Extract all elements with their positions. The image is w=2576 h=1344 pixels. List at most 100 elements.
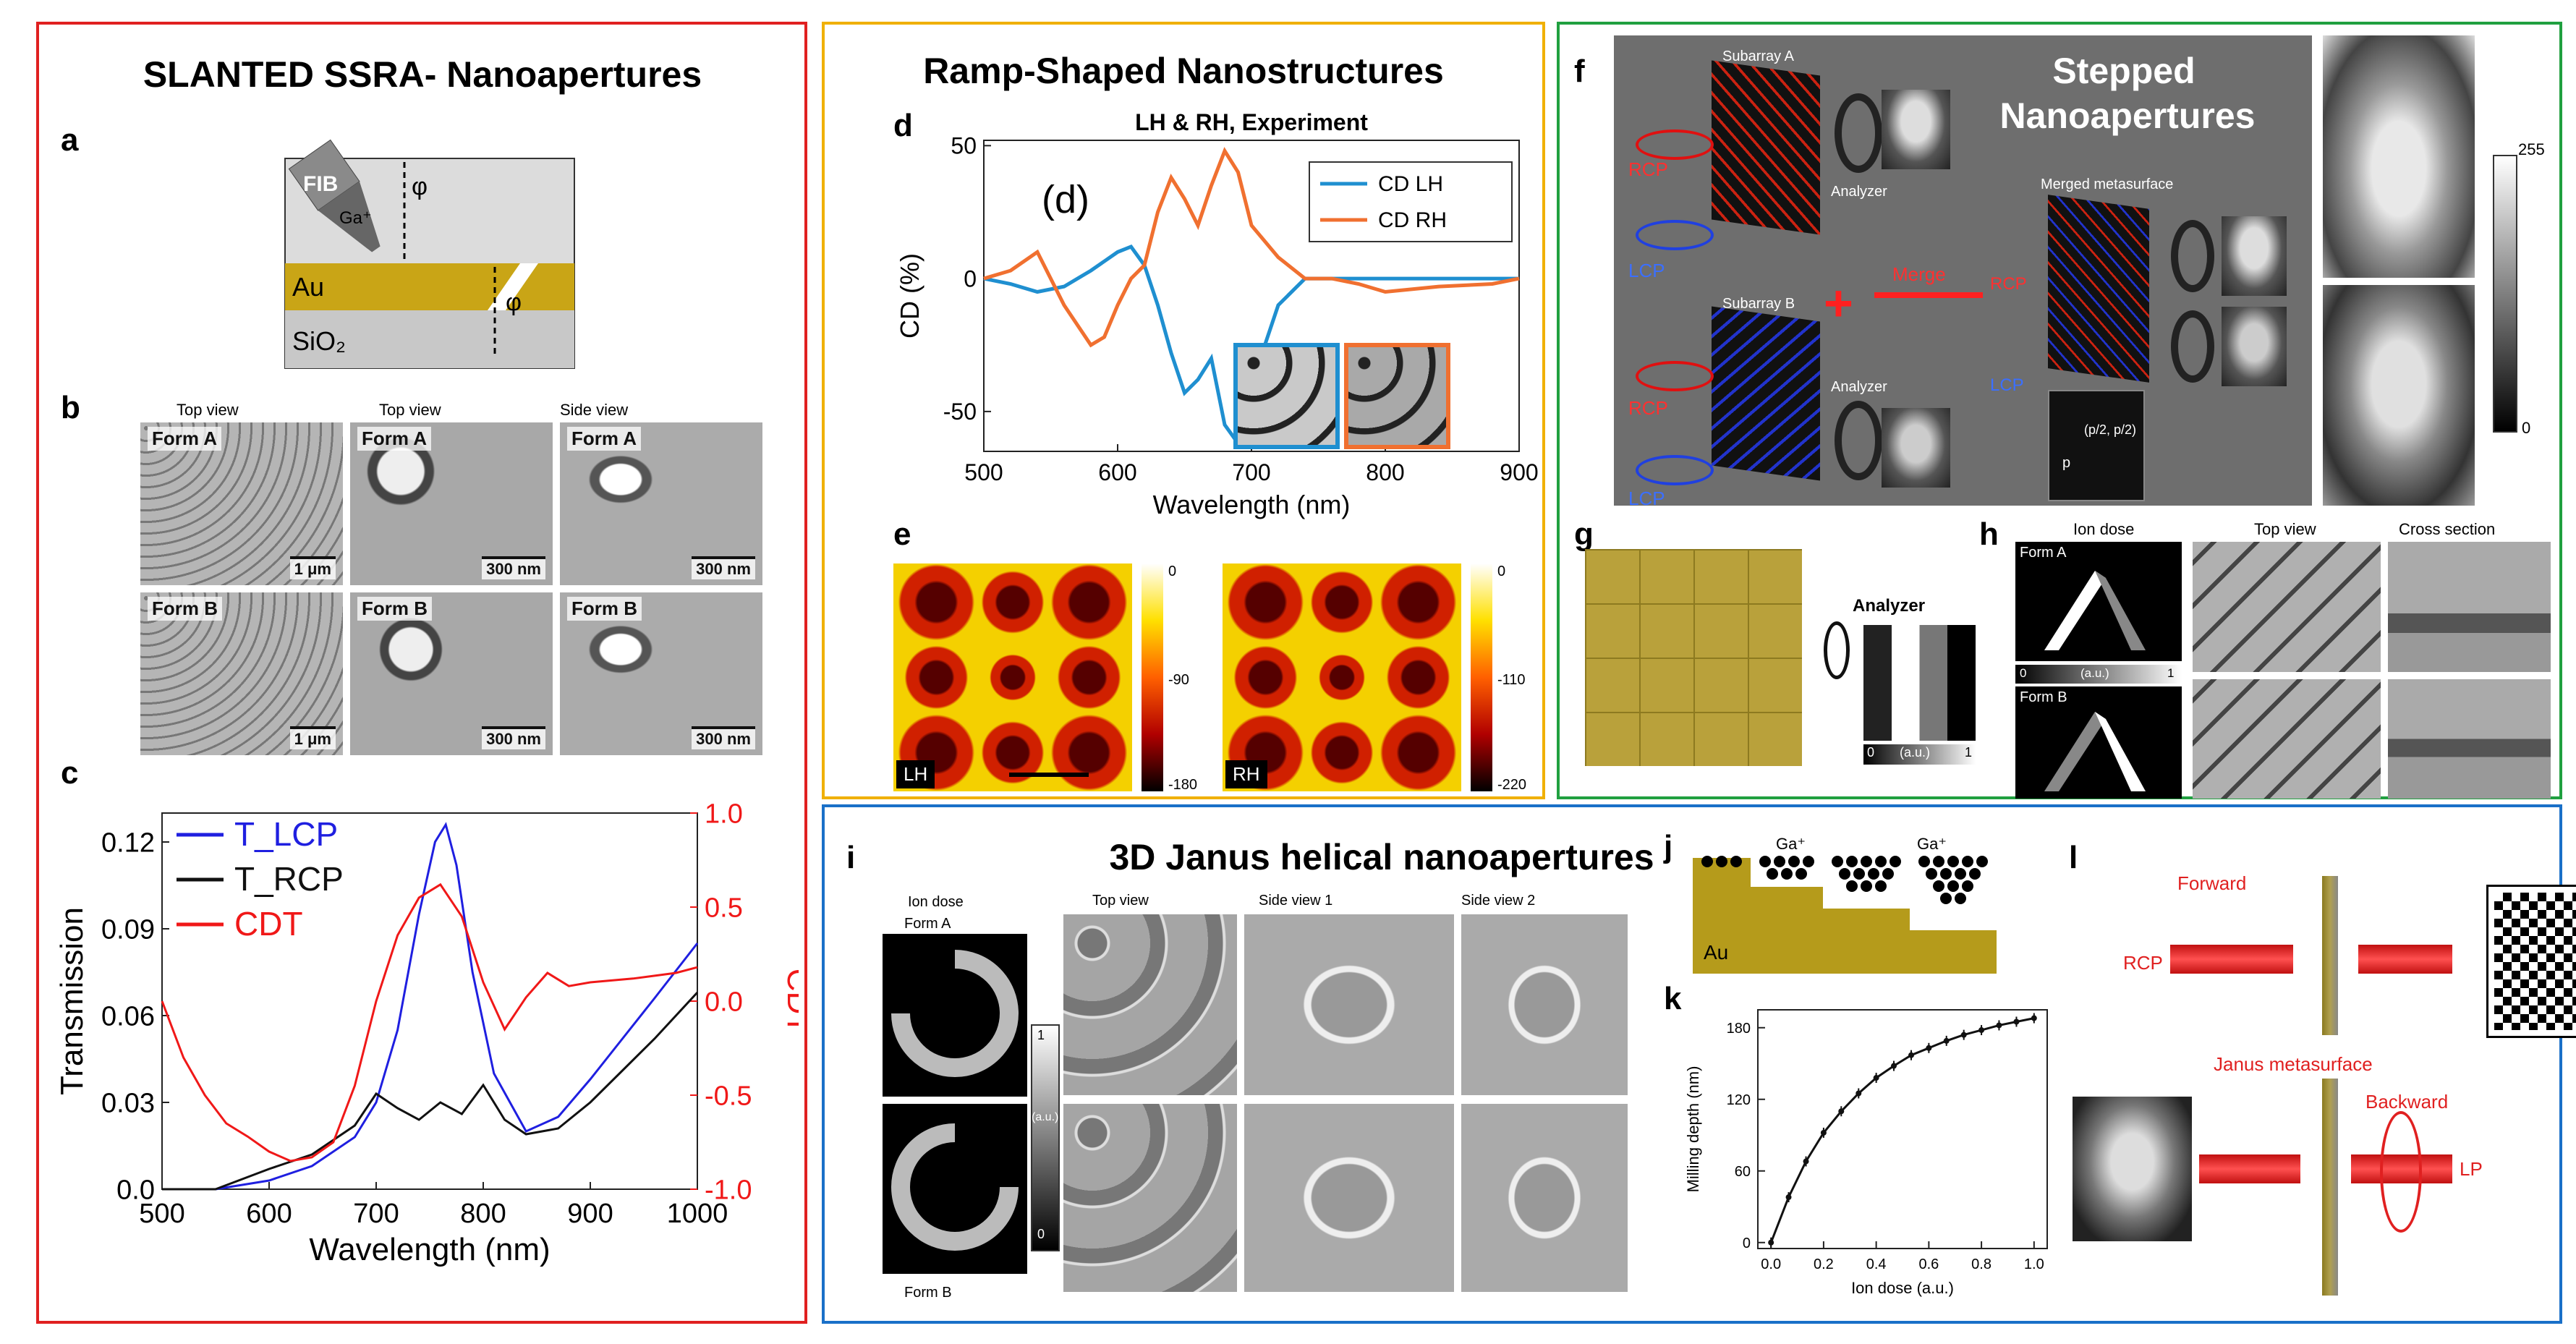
- h-dose-b: Form B: [2015, 686, 2182, 799]
- y2-tick-label: -1.0: [705, 1175, 752, 1205]
- fib-text: FIB: [303, 172, 338, 196]
- subarray-b: [1712, 306, 1820, 481]
- g-analyzer: [1824, 621, 1850, 679]
- i-side1-b: [1244, 1104, 1454, 1292]
- h-top-a: [2193, 542, 2381, 672]
- series-line-cd-rh: [983, 147, 1520, 348]
- portrait-einstein-large: [2323, 35, 2475, 278]
- legend-cd-lh: CD LH: [1378, 172, 1443, 196]
- label-f: f: [1574, 54, 1585, 89]
- y-tick-label: 120: [1727, 1092, 1751, 1108]
- series-line-data: [1769, 1017, 2035, 1243]
- legend-t-lcp: T_LCP: [234, 815, 338, 853]
- sem-tile-a-1: Form A 1 μm: [140, 422, 343, 585]
- sem-tile-b-2: Form B 300 nm: [350, 592, 553, 755]
- x-tick-label: 800: [1366, 459, 1404, 485]
- map-rh-tag: RH: [1225, 760, 1267, 788]
- sem-header-3: Side view: [560, 401, 629, 419]
- x-tick-label: 500: [139, 1199, 184, 1229]
- sem-tile-a-2: Form A 300 nm: [350, 422, 553, 585]
- analyzer-b: [1835, 401, 1882, 480]
- l-backward-beam-out: [2199, 1154, 2300, 1183]
- y-tick-label: 180: [1727, 1021, 1751, 1037]
- series-line-t-rcp: [162, 991, 699, 1191]
- y2-axis-label: CDT: [781, 969, 799, 1034]
- y2-tick-label: -0.5: [705, 1081, 752, 1111]
- analyzer-a: [1835, 93, 1882, 173]
- inset-label-d: (d): [1042, 178, 1089, 221]
- panel-ramp-shaped: Ramp-Shaped Nanostructures d e 500 600 700…: [822, 22, 1545, 799]
- plot-frame: [1757, 1009, 2048, 1249]
- y-tick-label: 50: [951, 133, 977, 159]
- i-side2-a: [1461, 914, 1628, 1095]
- ga-text: Ga⁺: [339, 208, 372, 228]
- x-tick-label: 1000: [667, 1199, 728, 1229]
- l-forward-beam: [2170, 945, 2293, 974]
- f-schematic: Stepped Nanoapertures Subarray A Subarra…: [1614, 35, 2312, 506]
- label-g: g: [1574, 516, 1594, 552]
- j-au: Au: [1704, 941, 1728, 964]
- i-colorbar: [1031, 1024, 1060, 1251]
- series-line-cdt: [161, 882, 698, 1162]
- chart-c-transmission: 500 600 700 800 900 1000 0.0 0.03 0.06 0.09 0.12 1.…: [54, 799, 799, 1267]
- stepped-title-2: Nanoapertures: [1999, 95, 2256, 136]
- sio2-text: SiO₂: [292, 326, 346, 356]
- x-tick-label: 700: [353, 1199, 399, 1229]
- merged-detail: [2048, 390, 2145, 501]
- panel-title: SLANTED SSRA- Nanoapertures: [143, 54, 702, 95]
- beam-rcp-2: [1636, 361, 1714, 391]
- y-tick-label: 0.09: [101, 914, 155, 945]
- label-a: a: [61, 122, 79, 158]
- x-axis-label: Wavelength (nm): [309, 1232, 550, 1267]
- h-top-b: [2193, 679, 2381, 799]
- label-b: b: [61, 390, 80, 425]
- y-tick-label: 0.0: [116, 1175, 155, 1205]
- l-metasurface-bottom: [2322, 1079, 2338, 1296]
- x-tick-label: 600: [1098, 459, 1136, 485]
- portrait-einstein-small-1: [1882, 90, 1950, 169]
- y-tick-label: 60: [1735, 1164, 1751, 1180]
- fib-schematic: FIB Ga⁺ φ φ Au SiO₂: [284, 139, 575, 369]
- y2-tick-label: 1.0: [705, 799, 743, 829]
- colorbar-rh: [1471, 563, 1492, 791]
- legend-cd-rh: CD RH: [1378, 208, 1447, 232]
- i-top-b: [1063, 1104, 1237, 1292]
- plus-sign: +: [1824, 275, 1853, 331]
- portrait-curie-small-1: [1882, 408, 1950, 488]
- map-lh: LH: [893, 563, 1132, 791]
- x-axis-label: Ion dose (a.u.): [1851, 1279, 1954, 1297]
- colorbar-lh: [1142, 563, 1163, 791]
- j-ga-1: Ga⁺: [1776, 835, 1806, 853]
- sem-header-2: Top view: [379, 401, 441, 419]
- x-tick-label: 0.2: [1814, 1256, 1834, 1272]
- g-axis: [1863, 744, 1976, 765]
- fib-column: [288, 139, 381, 252]
- beam-lcp-1: [1636, 220, 1714, 250]
- sem-tile-a-3: Form A 300 nm: [560, 422, 762, 585]
- au-text: Au: [292, 272, 324, 302]
- x-tick-label: 900: [1500, 459, 1538, 485]
- subarray-a: [1712, 60, 1820, 235]
- legend-cdt: CDT: [234, 905, 303, 943]
- y-axis-label: CD (%): [897, 253, 924, 339]
- panel-slanted-ssra: SLANTED SSRA- Nanoapertures a b c FIB Ga…: [36, 22, 807, 1324]
- label-i: i: [846, 840, 856, 875]
- label-e: e: [893, 516, 911, 552]
- chart-d-cd: 500 600 700 800 900 -50 0 50 Wavelength (nm) CD (…: [897, 109, 1539, 519]
- label-k: k: [1664, 981, 1682, 1016]
- portrait-bohr: [2073, 1097, 2192, 1241]
- i-dose-b: [883, 1104, 1027, 1274]
- panel-janus-helical: 3D Janus helical nanoapertures i j k l I…: [822, 804, 2576, 1324]
- chart-k-milling: 0.0 0.2 0.4 0.6 0.8 1.0 0 60 120 180 Ion dose (a.u…: [1684, 1009, 2048, 1297]
- colorbar-f: [2493, 155, 2517, 433]
- phi-2: φ: [506, 289, 522, 316]
- x-tick-label: 0.0: [1761, 1256, 1781, 1272]
- phi-1: φ: [412, 173, 428, 200]
- x-tick-label: 900: [567, 1199, 613, 1229]
- l-metasurface-top: [2322, 876, 2338, 1035]
- y-axis-label: Transmission: [54, 907, 90, 1095]
- h-cross-a: [2388, 542, 2551, 672]
- x-tick-label: 0.8: [1971, 1256, 1991, 1272]
- sem-tile-b-1: Form B 1 μm: [140, 592, 343, 755]
- beam-lcp-2: [1636, 455, 1714, 485]
